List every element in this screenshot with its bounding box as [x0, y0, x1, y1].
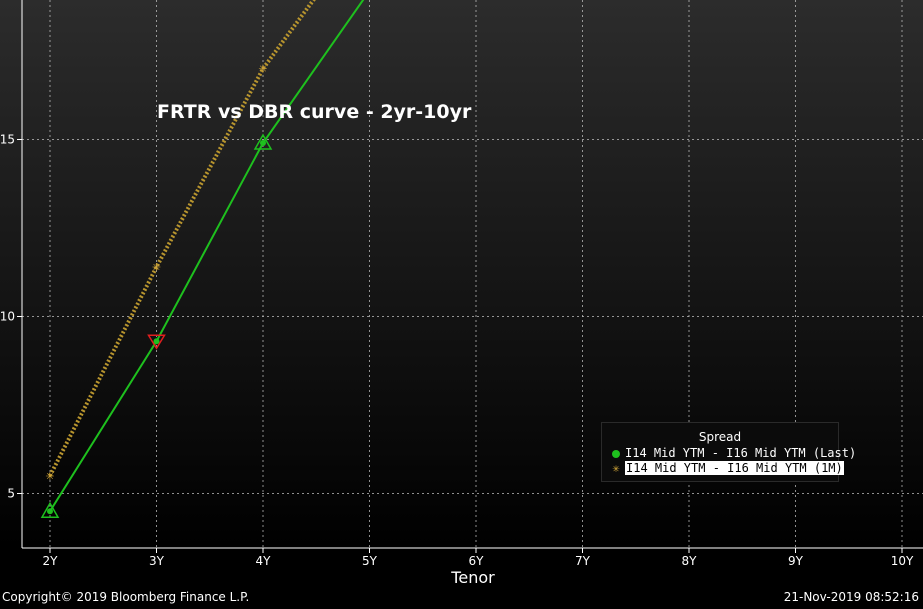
y-tick-label: 10	[0, 310, 15, 324]
series-line-1m	[48, 0, 316, 477]
point-1m: ✳	[45, 470, 54, 483]
point-last-down-triangle	[147, 334, 166, 350]
point-1m: ✳	[152, 261, 161, 274]
y-tick-label: 15	[0, 133, 15, 147]
x-tick-label: 9Y	[788, 554, 804, 568]
series-line-last	[49, 0, 365, 512]
x-axis-label: Tenor	[450, 568, 495, 587]
legend-label-1m: I14 Mid YTM - I16 Mid YTM (1M)	[625, 461, 844, 475]
x-tick-label: 10Y	[891, 554, 914, 568]
x-tick-label: 8Y	[682, 554, 698, 568]
series-lines	[48, 0, 365, 512]
legend-label-last: I14 Mid YTM - I16 Mid YTM (Last)	[625, 446, 857, 460]
series-markers: ✳✳✳✳✳✳✳✳✳	[40, 63, 273, 518]
legend-star-icon: ✳	[612, 461, 620, 475]
chart-title: FRTR vs DBR curve - 2yr-10yr	[157, 101, 472, 123]
legend: Spread I14 Mid YTM - I16 Mid YTM (Last) …	[601, 422, 856, 482]
legend-title: Spread	[698, 430, 742, 444]
point-last-up-triangle	[40, 501, 60, 518]
x-tick-label: 3Y	[149, 554, 165, 568]
point-last	[47, 508, 53, 515]
x-tick-label: 2Y	[43, 554, 59, 568]
x-tick-label: 7Y	[575, 554, 591, 568]
y-tick-label: 5	[7, 487, 15, 501]
x-tick-label: 6Y	[469, 554, 485, 568]
point-1m: ✳	[258, 63, 267, 76]
legend-item-last: I14 Mid YTM - I16 Mid YTM (Last)	[610, 446, 856, 461]
legend-item-1m: ✳ I14 Mid YTM - I16 Mid YTM (1M)	[610, 461, 844, 476]
point-last	[260, 140, 266, 147]
timestamp-text: 21-Nov-2019 08:52:16	[783, 590, 919, 604]
point-last	[153, 338, 160, 345]
x-tick-label: 4Y	[256, 554, 272, 568]
x-tick-label: 5Y	[362, 554, 378, 568]
axes: 510152025302Y3Y4Y5Y6Y7Y8Y9Y10Y	[0, 0, 923, 568]
legend-dot-icon	[610, 446, 622, 461]
point-last-up-triangle	[253, 133, 273, 150]
copyright-text: Copyright© 2019 Bloomberg Finance L.P.	[2, 590, 250, 604]
